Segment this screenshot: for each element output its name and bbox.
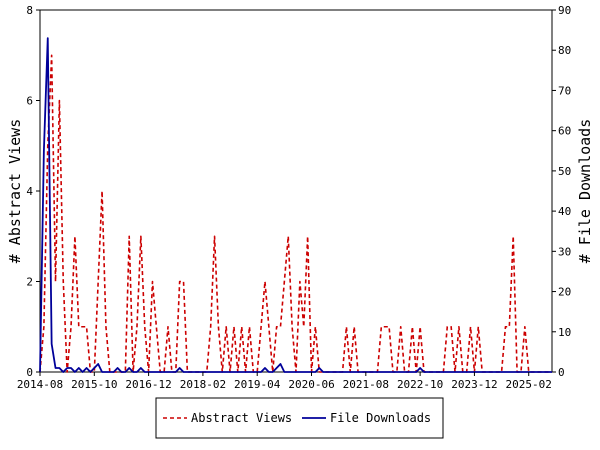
right-tick-label: 0 (558, 366, 565, 379)
x-tick-label: 2014-08 (17, 378, 63, 391)
right-tick-label: 30 (558, 245, 571, 258)
right-tick-label: 50 (558, 165, 571, 178)
right-tick-label: 80 (558, 44, 571, 57)
x-tick-label: 2025-02 (506, 378, 552, 391)
legend-label-file-downloads: File Downloads (330, 411, 431, 425)
left-y-axis-title: # Abstract Views (6, 119, 24, 264)
left-tick-label: 8 (26, 4, 33, 17)
right-y-axis-title: # File Downloads (576, 119, 594, 264)
x-tick-label: 2021-08 (343, 378, 389, 391)
x-tick-label: 2020-06 (288, 378, 334, 391)
legend-label-abstract-views: Abstract Views (191, 411, 292, 425)
series-layer (39, 37, 552, 373)
left-tick-label: 0 (26, 366, 33, 379)
x-tick-label: 2019-04 (234, 378, 281, 391)
series-file-downloads-line (39, 37, 552, 373)
right-tick-label: 40 (558, 205, 571, 218)
right-y-axis: 0 10 20 30 40 50 60 70 80 90 (552, 4, 571, 379)
right-tick-label: 10 (558, 326, 571, 339)
right-tick-label: 90 (558, 4, 571, 17)
right-tick-label: 70 (558, 84, 571, 97)
x-tick-label: 2015-10 (71, 378, 117, 391)
left-tick-label: 4 (26, 185, 33, 198)
left-tick-label: 2 (26, 276, 33, 289)
left-tick-label: 6 (26, 95, 33, 108)
legend: Abstract Views File Downloads (155, 397, 444, 439)
legend-box (155, 397, 444, 439)
x-axis: 2014-08 2015-10 2016-12 2018-02 2019-04 2020-… (17, 372, 552, 391)
x-tick-label: 2022-10 (397, 378, 443, 391)
x-tick-label: 2018-02 (180, 378, 226, 391)
left-y-axis: 0 2 4 6 8 (26, 4, 40, 379)
right-tick-label: 60 (558, 125, 571, 138)
x-tick-label: 2023-12 (451, 378, 497, 391)
x-tick-label: 2016-12 (125, 378, 171, 391)
right-tick-label: 20 (558, 286, 571, 299)
